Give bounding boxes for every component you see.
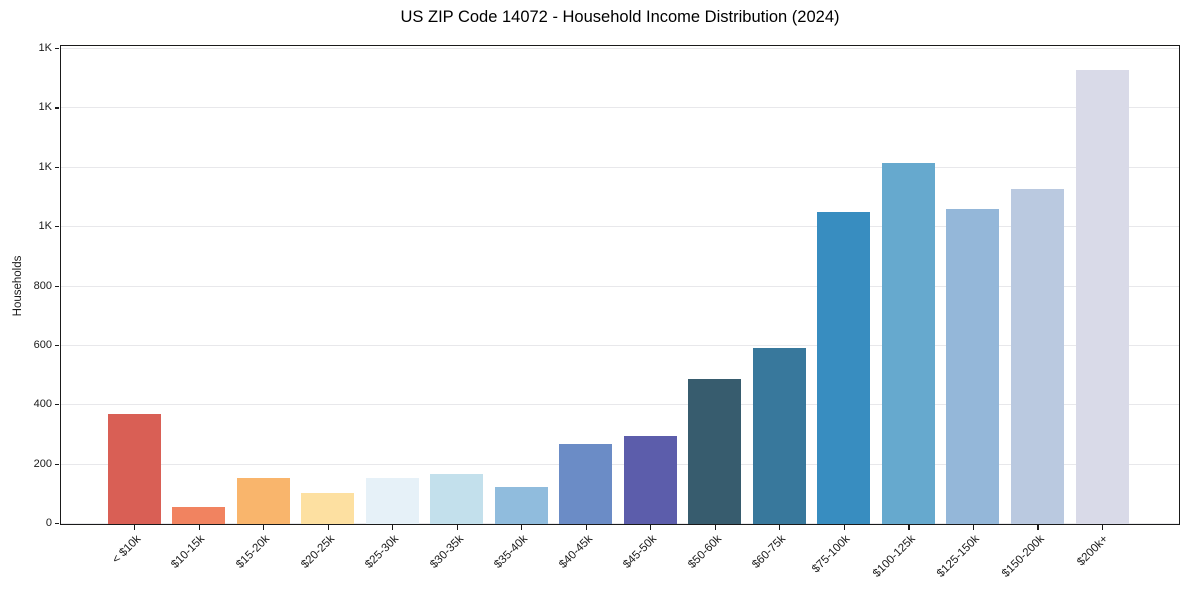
bar-$40-45k <box>559 444 613 524</box>
bar-$200k+ <box>1075 69 1129 524</box>
y-tick-mark <box>55 107 59 109</box>
bar-$100-125k <box>881 162 935 524</box>
bar-$15-20k <box>236 478 290 524</box>
gridline <box>61 344 1179 346</box>
x-tick-label: $100-125k <box>870 533 918 580</box>
y-tick-label: 1K <box>38 160 52 173</box>
x-tick-label: $35-40k <box>492 533 531 571</box>
gridline <box>61 404 1179 406</box>
y-tick-label: 1K <box>38 220 52 233</box>
gridline <box>61 107 1179 109</box>
x-tick-mark <box>1102 525 1104 530</box>
y-tick-mark <box>55 285 59 287</box>
y-tick-label: 0 <box>45 517 52 529</box>
plot-area <box>60 45 1180 525</box>
x-tick-mark <box>327 525 329 530</box>
x-tick-label: $125-150k <box>934 533 982 580</box>
x-tick-mark <box>908 525 910 530</box>
x-tick-label: $25-30k <box>363 533 402 571</box>
x-tick-mark <box>456 525 458 530</box>
y-tick-label: 400 <box>33 398 52 411</box>
x-tick-label: $15-20k <box>234 533 273 571</box>
x-tick-mark <box>972 525 975 530</box>
y-tick-mark <box>55 166 59 168</box>
x-tick-label: $60-75k <box>750 533 789 571</box>
y-tick-mark <box>55 344 59 347</box>
x-tick-label: $40-45k <box>556 533 595 571</box>
bar-$20-25k <box>301 492 355 524</box>
bar-$60-75k <box>752 348 806 524</box>
bar-$75-100k <box>817 211 871 524</box>
gridline <box>61 166 1179 168</box>
y-tick-mark <box>55 523 59 525</box>
x-tick-label: $30-35k <box>427 533 466 571</box>
y-tick-label: 200 <box>33 457 52 470</box>
gridline <box>61 523 1179 524</box>
x-tick-mark <box>198 525 200 530</box>
y-tick-label: 1K <box>38 42 52 55</box>
bar-$150-200k <box>1010 188 1064 524</box>
bar-$25-30k <box>365 478 419 524</box>
x-tick-mark <box>585 525 587 530</box>
x-tick-mark <box>650 525 652 530</box>
bar-$50-60k <box>688 379 742 524</box>
x-tick-label: $10-15k <box>169 533 208 571</box>
x-tick-mark <box>263 525 265 530</box>
bar-$45-50k <box>623 436 677 524</box>
y-tick-mark <box>55 48 59 50</box>
x-tick-label: $200k+ <box>1075 533 1111 569</box>
bar-$35-40k <box>494 486 548 524</box>
x-tick-label: $20-25k <box>298 533 337 571</box>
x-tick-mark <box>779 525 781 530</box>
gridline <box>61 285 1179 287</box>
bar-< $10k <box>107 414 161 524</box>
y-tick-label: 600 <box>33 338 52 351</box>
y-tick-mark <box>55 463 59 465</box>
y-tick-mark <box>55 404 59 406</box>
x-tick-label: $50-60k <box>685 533 724 571</box>
y-tick-mark <box>55 226 59 228</box>
x-tick-mark <box>843 525 845 530</box>
x-tick-label: $150-200k <box>999 533 1047 580</box>
chart-title: US ZIP Code 14072 - Household Income Dis… <box>400 8 840 26</box>
x-tick-label: $75-100k <box>810 533 853 576</box>
gridline <box>61 48 1179 50</box>
x-tick-mark <box>1037 525 1039 530</box>
y-tick-label: 800 <box>33 279 52 292</box>
x-tick-mark <box>392 525 394 530</box>
bar-$30-35k <box>430 474 484 524</box>
bar-$10-15k <box>172 507 225 524</box>
y-tick-label: 1K <box>38 101 52 114</box>
x-tick-mark <box>134 525 136 530</box>
x-tick-label: $45-50k <box>621 533 660 571</box>
bar-$125-150k <box>946 208 1000 524</box>
x-tick-label: < $10k <box>109 533 143 567</box>
x-tick-mark <box>714 525 716 530</box>
gridline <box>61 463 1179 465</box>
x-tick-mark <box>521 525 523 530</box>
gridline <box>61 226 1179 228</box>
